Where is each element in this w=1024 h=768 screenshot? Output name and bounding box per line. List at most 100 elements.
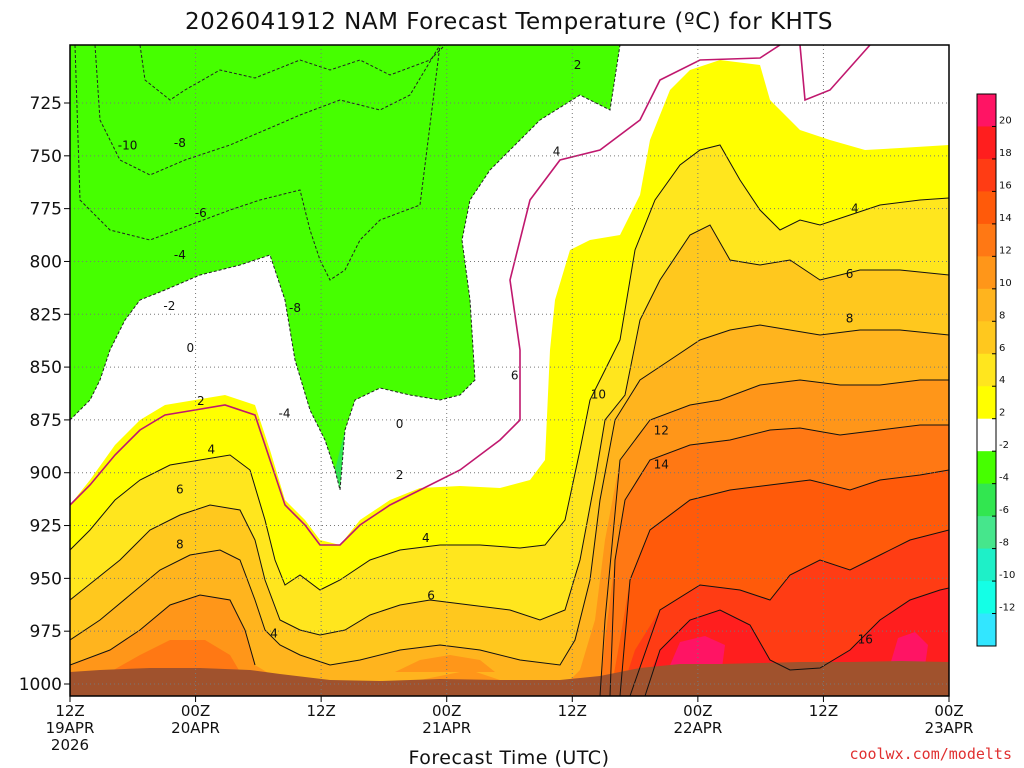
contour-label: 0: [396, 417, 404, 431]
grid: [70, 45, 949, 696]
isotherm-2: [70, 144, 949, 591]
isotherm-12: [619, 469, 949, 696]
contour-label: -8: [174, 136, 186, 150]
contour-label: 8: [176, 538, 184, 552]
y-tick-label: 875: [30, 411, 62, 431]
x-tick-label: 20APR: [171, 719, 220, 737]
colorbar-swatch: [977, 451, 996, 485]
isotherm-m10: [70, 45, 446, 101]
contour-label: 4: [851, 202, 859, 216]
x-tick-label: 12Z: [809, 702, 838, 720]
colorbar-swatch: [977, 191, 996, 225]
contour-label: -6: [195, 206, 207, 220]
contour-label: 16: [858, 633, 873, 647]
contour-label: 2: [574, 58, 582, 72]
colorbar-tick-label: 4: [999, 375, 1005, 386]
isotherm-6: [70, 324, 949, 666]
contour-label: 12: [654, 423, 669, 437]
colorbar-tick-label: 12: [999, 245, 1012, 256]
colorbar-tick-label: -6: [999, 505, 1009, 516]
x-tick-label: 19APR: [46, 719, 95, 737]
colorbar-tick-label: 20: [999, 115, 1012, 126]
x-tick-label: 00Z: [934, 702, 963, 720]
terrain: [70, 661, 949, 696]
contour-lines: [70, 45, 949, 696]
colorbar-tick-label: -8: [999, 538, 1009, 549]
band-20-a: [668, 636, 725, 670]
colorbar-tick-label: 16: [999, 180, 1012, 191]
colorbar-swatch: [977, 581, 996, 615]
x-tick-label: 12Z: [558, 702, 587, 720]
colorbar: 20 18 16 14 12 10 8 6 4 2 -2 -4 -6 -8 -10 -12: [976, 93, 1015, 647]
contour-label: 6: [846, 267, 854, 281]
y-axis: 725 750 775 800 825 850 875 900 925 950 975 1000: [19, 94, 70, 695]
contour-label: -4: [279, 407, 291, 421]
colorbar-tick-label: -2: [999, 440, 1009, 451]
colorbar-tick-label: 2: [999, 408, 1005, 419]
x-axis-label: Forecast Time (UTC): [409, 747, 610, 768]
colorbar-swatch: [977, 158, 996, 192]
chart-title: 2026041912 NAM Forecast Temperature (ºC)…: [185, 9, 833, 35]
colorbar-swatch: [977, 288, 996, 322]
isotherm-14: [629, 529, 949, 696]
plot-frame: [69, 44, 950, 697]
isotherm-10: [609, 424, 949, 696]
contour-label: 10: [591, 388, 606, 402]
contour-label: -8: [289, 301, 301, 315]
isotherm-8: [70, 379, 949, 696]
contour-label: 2: [197, 394, 205, 408]
x-tick-label: 12Z: [306, 702, 335, 720]
contour-label: 0: [187, 341, 195, 355]
colorbar-tick-label: 18: [999, 148, 1012, 159]
contour-labels: -10 -8 -6 -4 -2 -8 -4 0 2 4 6 8 0 2 4 6 4 2 4 6 10 12 14 4 6 8 16: [118, 58, 873, 647]
colorbar-swatch: [977, 126, 996, 160]
band-10-mid: [395, 655, 495, 672]
contour-label: 4: [270, 626, 278, 640]
contour-label: -2: [163, 299, 175, 313]
colorbar-tick-label: 8: [999, 310, 1005, 321]
colorbar-swatch: [977, 223, 996, 257]
colorbar-frame: [976, 93, 997, 647]
band-m4: [70, 45, 620, 470]
contour-label: 8: [846, 311, 854, 325]
y-tick-label: 975: [30, 622, 62, 642]
colorbar-swatch: [977, 321, 996, 355]
x-tick-label: 22APR: [673, 719, 722, 737]
y-tick-label: 1000: [19, 675, 62, 695]
x-tick-label: 00Z: [683, 702, 712, 720]
x-tick-label: 2026: [51, 736, 89, 754]
isotherm-16: [644, 587, 949, 696]
colorbar-swatch: [977, 548, 996, 582]
colorbar-tick-label: 10: [999, 278, 1012, 289]
x-tick-label: 21APR: [422, 719, 471, 737]
x-tick-label: 00Z: [432, 702, 461, 720]
contour-label: 6: [427, 588, 435, 602]
isotherm-4: [70, 224, 949, 636]
y-tick-label: 725: [30, 94, 62, 114]
y-tick-label: 950: [30, 569, 62, 589]
contour-label: -10: [118, 138, 138, 152]
isotherm-0: [70, 45, 871, 546]
colorbar-tick-label: -12: [999, 603, 1015, 614]
x-tick-label: 23APR: [925, 719, 974, 737]
colorbar-tick-label: 6: [999, 343, 1005, 354]
band-12-early: [110, 640, 240, 672]
contour-label: 4: [422, 531, 430, 545]
colorbar-swatch: [977, 613, 996, 647]
credit-text: coolwx.com/modelts: [849, 745, 1012, 763]
contour-label: -4: [174, 248, 186, 262]
contour-label: 2: [396, 468, 404, 482]
colorbar-swatch: [977, 256, 996, 290]
y-tick-label: 925: [30, 517, 62, 537]
isotherm-m8: [94, 45, 441, 176]
y-tick-label: 750: [30, 147, 62, 167]
x-tick-label: 00Z: [181, 702, 210, 720]
colorbar-tick-label: -10: [999, 570, 1015, 581]
y-tick-label: 775: [30, 200, 62, 220]
colorbar-swatch: [977, 516, 996, 550]
colorbar-swatch: [977, 418, 996, 452]
contour-label: 6: [176, 483, 184, 497]
contour-fill: [70, 45, 949, 696]
